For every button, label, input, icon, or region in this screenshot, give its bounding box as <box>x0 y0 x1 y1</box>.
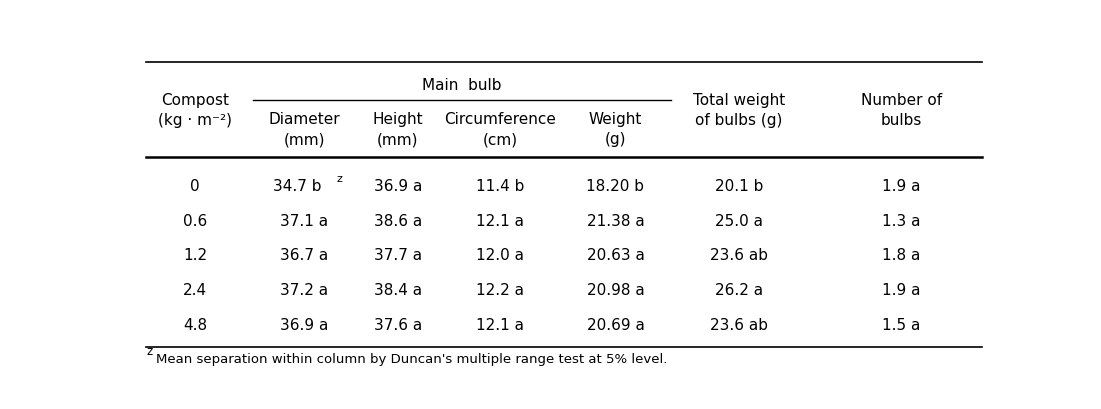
Text: 4.8: 4.8 <box>183 317 207 332</box>
Text: 21.38 a: 21.38 a <box>587 213 644 228</box>
Text: 1.5 a: 1.5 a <box>882 317 920 332</box>
Text: 0: 0 <box>190 179 200 193</box>
Text: 18.20 b: 18.20 b <box>587 179 644 193</box>
Text: Circumference
(cm): Circumference (cm) <box>445 112 556 147</box>
Text: z: z <box>146 344 152 357</box>
Text: 20.1 b: 20.1 b <box>715 179 763 193</box>
Text: 25.0 a: 25.0 a <box>716 213 763 228</box>
Text: 23.6 ab: 23.6 ab <box>710 317 768 332</box>
Text: 1.3 a: 1.3 a <box>882 213 920 228</box>
Text: Main  bulb: Main bulb <box>422 78 502 93</box>
Text: 26.2 a: 26.2 a <box>716 283 763 297</box>
Text: 1.9 a: 1.9 a <box>882 179 920 193</box>
Text: 20.98 a: 20.98 a <box>587 283 644 297</box>
Text: 37.1 a: 37.1 a <box>280 213 328 228</box>
Text: 12.2 a: 12.2 a <box>477 283 524 297</box>
Text: 11.4 b: 11.4 b <box>476 179 524 193</box>
Text: 37.7 a: 37.7 a <box>374 248 422 263</box>
Text: 38.6 a: 38.6 a <box>373 213 422 228</box>
Text: Compost
(kg · m⁻²): Compost (kg · m⁻²) <box>159 93 232 128</box>
Text: 37.6 a: 37.6 a <box>373 317 422 332</box>
Text: Total weight
of bulbs (g): Total weight of bulbs (g) <box>693 93 785 128</box>
Text: Mean separation within column by Duncan's multiple range test at 5% level.: Mean separation within column by Duncan'… <box>156 352 668 365</box>
Text: Weight
(g): Weight (g) <box>589 112 642 147</box>
Text: Height
(mm): Height (mm) <box>372 112 423 147</box>
Text: 34.7 b: 34.7 b <box>273 179 321 193</box>
Text: Number of
bulbs: Number of bulbs <box>861 93 941 128</box>
Text: 1.9 a: 1.9 a <box>882 283 920 297</box>
Text: 38.4 a: 38.4 a <box>374 283 422 297</box>
Text: 0.6: 0.6 <box>183 213 207 228</box>
Text: 1.2: 1.2 <box>183 248 207 263</box>
Text: 36.9 a: 36.9 a <box>373 179 422 193</box>
Text: 12.1 a: 12.1 a <box>477 213 524 228</box>
Text: 23.6 ab: 23.6 ab <box>710 248 768 263</box>
Text: Diameter
(mm): Diameter (mm) <box>269 112 340 147</box>
Text: z: z <box>337 173 342 183</box>
Text: 2.4: 2.4 <box>183 283 207 297</box>
Text: 20.63 a: 20.63 a <box>587 248 644 263</box>
Text: 36.9 a: 36.9 a <box>280 317 328 332</box>
Text: 36.7 a: 36.7 a <box>280 248 328 263</box>
Text: 12.1 a: 12.1 a <box>477 317 524 332</box>
Text: 1.8 a: 1.8 a <box>882 248 920 263</box>
Text: 37.2 a: 37.2 a <box>280 283 328 297</box>
Text: 12.0 a: 12.0 a <box>477 248 524 263</box>
Text: 20.69 a: 20.69 a <box>587 317 644 332</box>
